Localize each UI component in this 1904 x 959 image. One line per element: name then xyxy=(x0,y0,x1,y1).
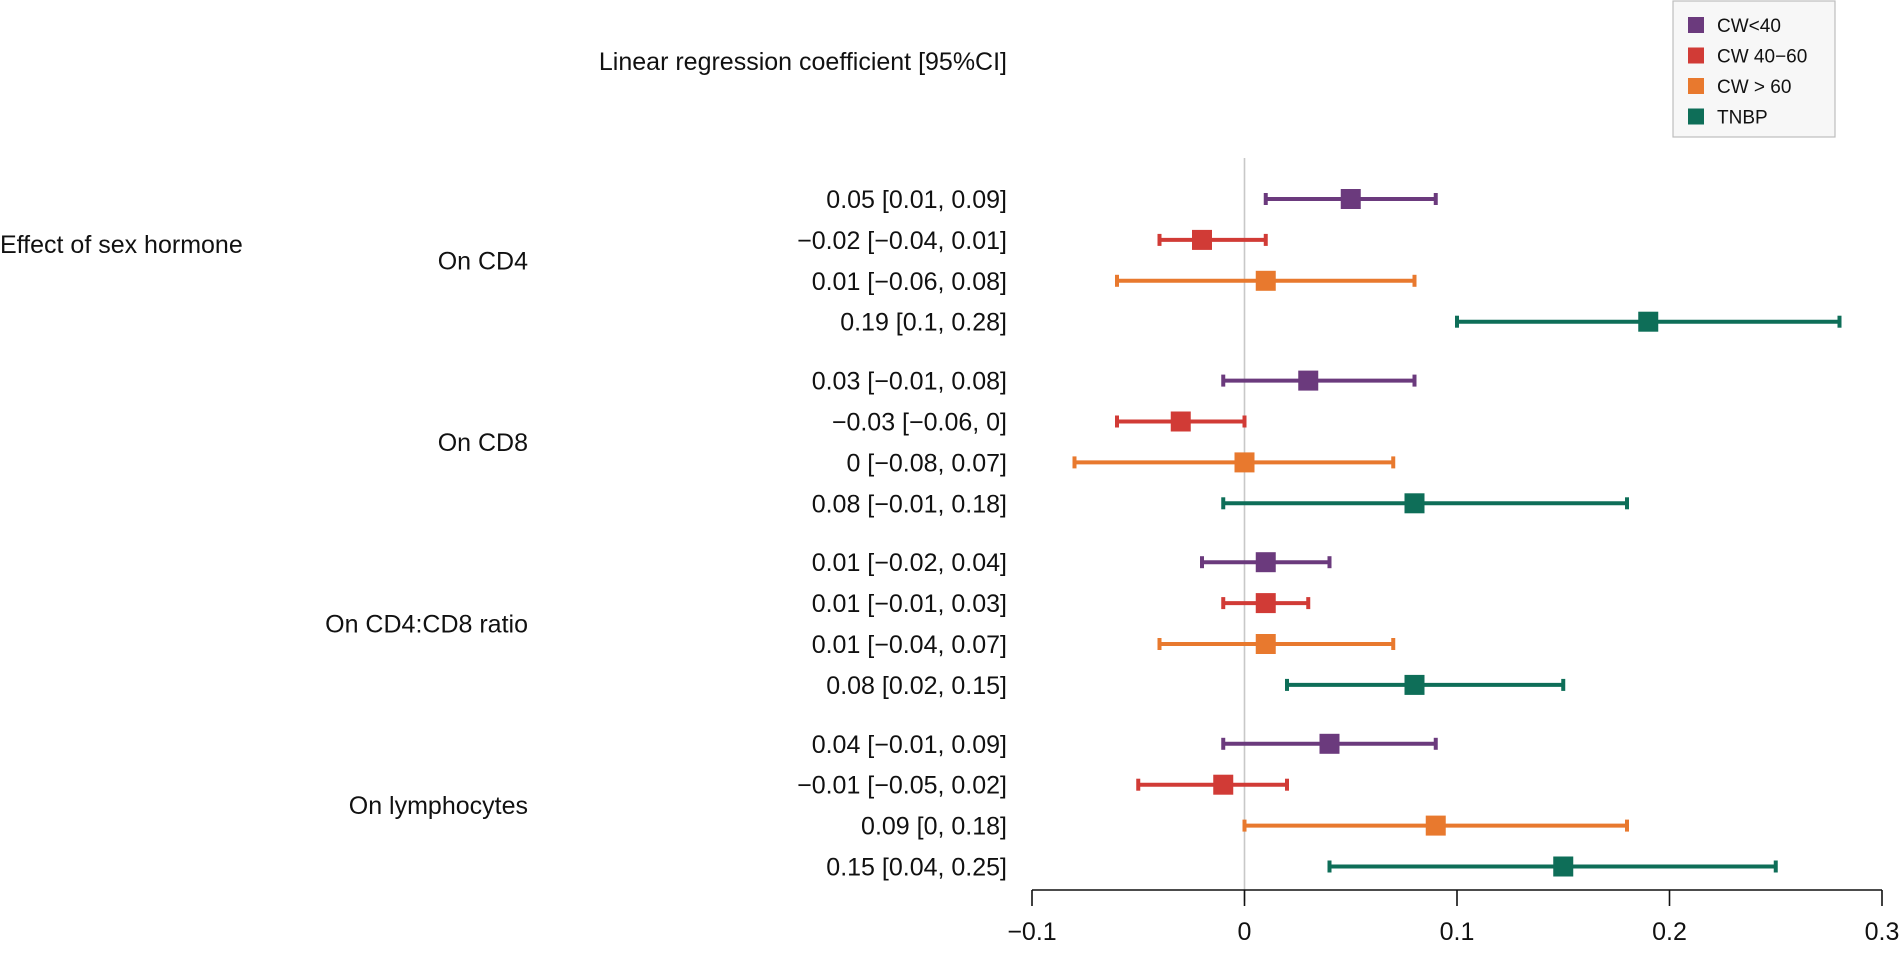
legend-label: CW > 60 xyxy=(1717,77,1791,98)
legend-label: CW<40 xyxy=(1717,16,1781,37)
x-tick-label: 0.1 xyxy=(1440,918,1475,946)
estimate-label: −0.01 [−0.05, 0.02] xyxy=(797,772,1007,800)
point-estimate xyxy=(1425,815,1446,836)
legend-swatch xyxy=(1688,17,1704,33)
legend: CW<40 CW 40−60 CW > 60 TNBP xyxy=(1672,0,1836,138)
x-tick-label: 0.3 xyxy=(1865,918,1900,946)
ci-mark xyxy=(1455,311,1842,332)
point-estimate xyxy=(1638,311,1659,332)
legend-item: CW > 60 xyxy=(1688,77,1791,98)
ci-mark xyxy=(1157,634,1396,654)
x-tick-label: −0.1 xyxy=(1007,918,1056,946)
section-label: Effect of sex hormone xyxy=(0,231,243,259)
point-estimate xyxy=(1255,593,1276,614)
ci-mark xyxy=(1242,815,1629,836)
point-estimate xyxy=(1404,493,1425,514)
estimate-label: 0.01 [−0.01, 0.03] xyxy=(812,590,1007,618)
estimate-label: 0 [−0.08, 0.07] xyxy=(846,449,1007,477)
legend-label: TNBP xyxy=(1717,108,1768,129)
estimate-label: −0.03 [−0.06, 0] xyxy=(832,409,1007,437)
group-label: On CD4 xyxy=(438,247,528,275)
estimate-label: 0.04 [−0.01, 0.09] xyxy=(812,731,1007,759)
legend-item: TNBP xyxy=(1688,108,1768,129)
point-estimate xyxy=(1170,411,1191,432)
estimate-label: 0.08 [0.02, 0.15] xyxy=(826,672,1007,700)
ci-mark xyxy=(1221,593,1311,614)
ci-mark xyxy=(1157,229,1268,250)
group-labels: On CD4 On CD8 On CD4:CD8 ratio On lymphocyt… xyxy=(325,247,528,820)
legend-swatch xyxy=(1688,78,1704,94)
point-estimate xyxy=(1340,189,1361,209)
x-tick-label: 0 xyxy=(1238,918,1252,946)
estimate-label: 0.05 [0.01, 0.09] xyxy=(826,186,1007,214)
ci-mark xyxy=(1072,452,1396,473)
x-axis: −0.1 0 0.1 0.2 0.3 xyxy=(1007,889,1900,946)
estimate-label: 0.19 [0.1, 0.28] xyxy=(840,309,1007,337)
point-estimate xyxy=(1553,856,1574,877)
estimate-label: 0.01 [−0.02, 0.04] xyxy=(812,549,1007,577)
point-estimate xyxy=(1192,229,1212,250)
group-label: On lymphocytes xyxy=(349,792,528,820)
estimate-label: 0.01 [−0.06, 0.08] xyxy=(812,268,1007,296)
point-estimate xyxy=(1234,452,1255,473)
estimate-label: 0.08 [−0.01, 0.18] xyxy=(812,490,1007,518)
legend-swatch xyxy=(1688,47,1704,64)
point-estimate xyxy=(1298,370,1319,391)
ci-mark xyxy=(1200,552,1332,573)
estimate-marks xyxy=(1072,189,1842,877)
ci-mark xyxy=(1221,370,1417,391)
x-tick-label: 0.2 xyxy=(1652,918,1687,946)
ci-mark xyxy=(1136,774,1289,795)
legend-swatch xyxy=(1688,108,1704,125)
ci-mark xyxy=(1115,411,1247,432)
ci-mark xyxy=(1327,856,1778,877)
legend-item: CW 40−60 xyxy=(1688,47,1807,68)
point-estimate xyxy=(1255,270,1276,291)
ci-mark xyxy=(1285,674,1566,695)
point-estimate xyxy=(1319,733,1340,754)
ci-mark xyxy=(1221,493,1629,514)
group-label: On CD4:CD8 ratio xyxy=(325,611,528,639)
chart-header: Linear regression coefficient [95%CI] xyxy=(599,48,1007,76)
row-labels: 0.05 [0.01, 0.09] −0.02 [−0.04, 0.01] 0.01… xyxy=(797,186,1007,882)
legend-label: CW 40−60 xyxy=(1717,47,1807,68)
point-estimate xyxy=(1255,552,1276,573)
ci-mark xyxy=(1221,733,1438,754)
estimate-label: 0.03 [−0.01, 0.08] xyxy=(812,368,1007,396)
estimate-label: 0.01 [−0.04, 0.07] xyxy=(812,631,1007,659)
estimate-label: 0.09 [0, 0.18] xyxy=(861,813,1007,841)
ci-mark xyxy=(1263,189,1438,209)
point-estimate xyxy=(1404,674,1425,695)
ci-mark xyxy=(1115,270,1417,291)
group-label: On CD8 xyxy=(438,429,528,457)
legend-item: CW<40 xyxy=(1688,16,1781,37)
estimate-label: 0.15 [0.04, 0.25] xyxy=(826,854,1007,882)
estimate-label: −0.02 [−0.04, 0.01] xyxy=(797,227,1007,255)
point-estimate xyxy=(1255,634,1276,654)
point-estimate xyxy=(1213,774,1234,795)
